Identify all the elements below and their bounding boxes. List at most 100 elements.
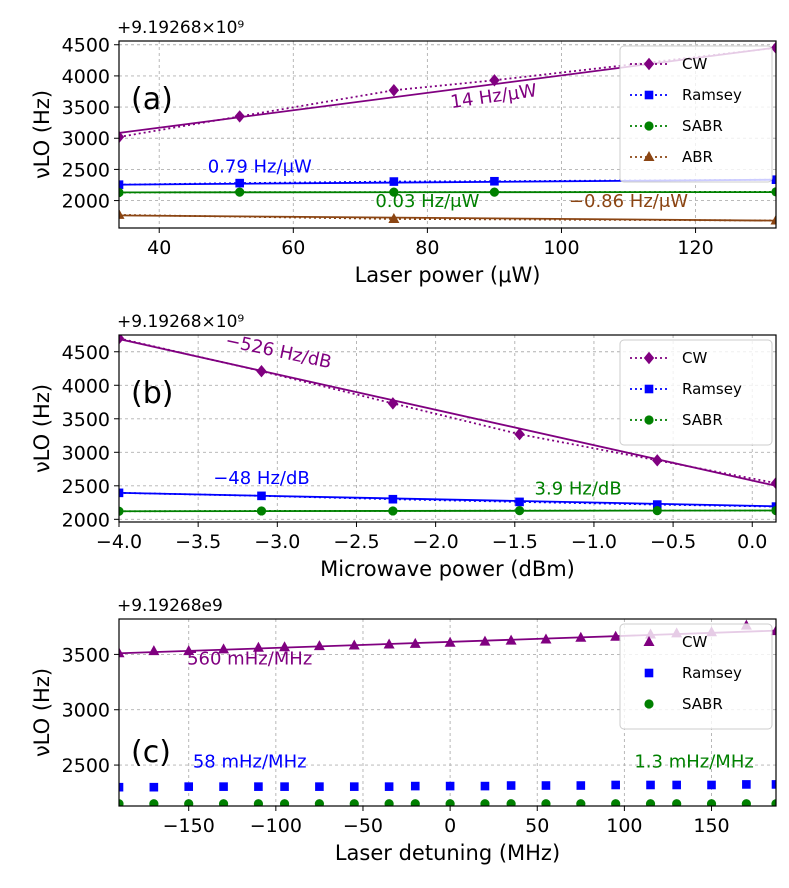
data-point <box>479 635 491 646</box>
panel-c-chart: −150 −100 −50 0 50 100 150 2500 3000 3500 +9.19268… <box>30 596 777 865</box>
x-tick-label: −1.0 <box>571 531 617 553</box>
data-point <box>388 84 400 97</box>
x-tick-label: 60 <box>281 237 305 259</box>
data-point <box>148 645 160 656</box>
panel-label: (b) <box>131 376 173 411</box>
x-axis-label: Laser power (μW) <box>355 263 541 287</box>
data-point <box>706 799 717 806</box>
data-point <box>119 180 124 189</box>
y-tick-label: 3000 <box>62 442 110 464</box>
y-axis-label: νLO (Hz) <box>30 668 54 757</box>
y-tick-label: 3500 <box>62 644 110 666</box>
data-point <box>410 781 420 791</box>
y-tick-label: 3500 <box>62 97 110 119</box>
slope-annotation: 0.03 Hz/μW <box>375 191 479 212</box>
data-point <box>119 782 124 792</box>
data-point <box>707 780 716 790</box>
data-point <box>315 782 324 791</box>
x-axis-label: Microwave power (dBm) <box>320 557 575 581</box>
y-tick-label: 2500 <box>62 159 110 181</box>
data-point <box>279 641 291 652</box>
series-cw <box>119 335 776 490</box>
slope-annotation: −0.86 Hz/μW <box>569 191 688 212</box>
data-point <box>576 781 586 790</box>
panel-b-plot-area <box>119 335 776 516</box>
data-point <box>610 630 622 641</box>
data-point <box>183 645 195 656</box>
data-point <box>219 782 228 791</box>
data-point <box>280 782 289 791</box>
data-point <box>575 631 587 642</box>
fit-line <box>119 509 776 513</box>
plot-frame <box>118 334 777 523</box>
data-point <box>184 782 194 791</box>
y-tick-label: 3000 <box>62 700 110 722</box>
data-point <box>541 799 551 806</box>
data-point <box>771 506 776 516</box>
legend-marker <box>644 699 654 709</box>
legend-label: Ramsey <box>682 664 742 682</box>
x-tick-label: −2.0 <box>413 531 459 553</box>
data-point <box>234 110 245 123</box>
y-tick-label: 2500 <box>62 755 110 777</box>
data-point <box>254 782 263 791</box>
axis-offset-label: +9.19268×10⁹ <box>117 312 244 332</box>
slope-annotation: 1.3 mHz/MHz <box>634 751 753 772</box>
data-point <box>770 476 776 490</box>
data-point <box>652 500 662 509</box>
legend-label: SABR <box>682 411 723 429</box>
data-point <box>349 782 359 791</box>
legend: CW Ramsey SABR <box>619 623 773 730</box>
legend-label: Ramsey <box>682 380 742 398</box>
legend-marker <box>643 151 655 161</box>
data-point <box>119 335 125 345</box>
legend-marker <box>644 384 654 394</box>
data-point <box>480 799 490 806</box>
panel-label: (a) <box>131 82 173 117</box>
legend-label: CW <box>682 55 707 73</box>
legend-label: SABR <box>682 117 723 135</box>
data-point <box>741 799 751 806</box>
data-point <box>119 799 124 806</box>
y-tick-label: 4500 <box>62 342 110 364</box>
data-point <box>445 781 455 791</box>
legend: CW Ramsey SABR ABR <box>619 45 773 183</box>
x-tick-label: −50 <box>343 815 383 837</box>
slope-annotation: 14 Hz/μW <box>449 80 538 113</box>
legend-label: Ramsey <box>682 86 742 104</box>
data-point <box>506 781 516 790</box>
data-point <box>489 74 500 87</box>
y-tick-label: 3000 <box>62 128 110 150</box>
data-point <box>218 799 229 806</box>
data-point <box>410 799 420 806</box>
x-tick-label: 50 <box>525 815 549 837</box>
data-point <box>218 643 230 654</box>
data-point <box>480 781 490 791</box>
legend-marker <box>644 121 654 131</box>
x-tick-label: −1.5 <box>492 531 538 553</box>
y-tick-label: 3500 <box>62 409 110 431</box>
slope-annotation: −48 Hz/dB <box>213 468 310 489</box>
data-point <box>514 506 525 516</box>
x-tick-label: 100 <box>606 815 642 837</box>
data-point <box>235 187 245 197</box>
fit-line <box>119 491 776 508</box>
data-point <box>313 640 325 651</box>
x-tick-label: 80 <box>415 237 439 259</box>
data-point <box>149 782 159 792</box>
y-tick-label: 2000 <box>62 191 110 213</box>
slope-annotation: 560 mHz/MHz <box>187 648 312 669</box>
data-point <box>388 494 398 504</box>
x-tick-label: 0.0 <box>737 531 767 553</box>
data-point <box>349 799 359 806</box>
data-point <box>388 506 398 516</box>
legend-marker <box>643 636 655 646</box>
data-point <box>576 799 586 806</box>
data-point <box>672 799 682 806</box>
legend-label: CW <box>682 633 707 651</box>
panel-a-chart: 40 60 80 100 120 2000 2500 3000 3500 4000 4500 +9.1… <box>30 18 777 287</box>
series-abr <box>119 208 776 225</box>
fit-line <box>119 338 776 487</box>
fit-line <box>119 214 776 222</box>
data-point <box>515 497 524 507</box>
